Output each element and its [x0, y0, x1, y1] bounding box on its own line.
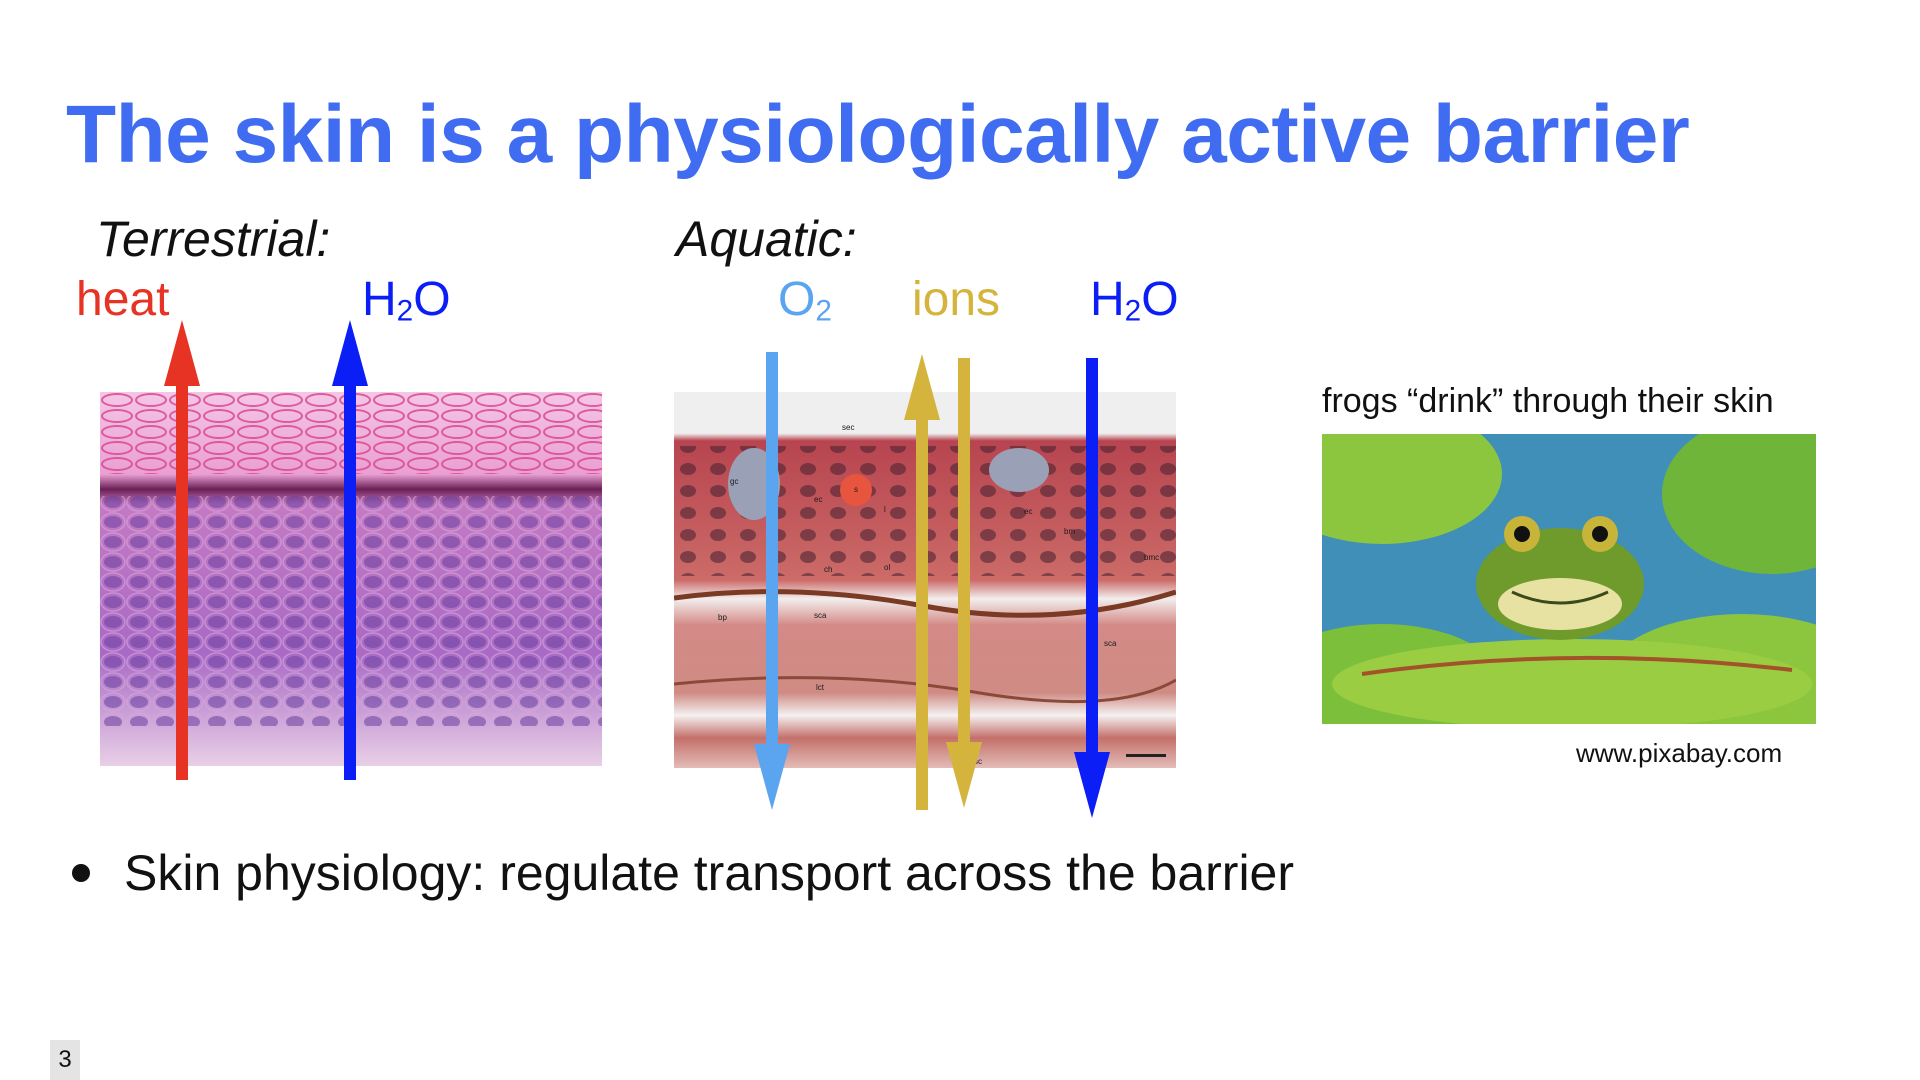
- micrograph-annotation-label: ch: [824, 565, 832, 574]
- micrograph-annotation-label: ec: [814, 495, 822, 504]
- oxygen-label: O2: [778, 273, 832, 328]
- image-credit: www.pixabay.com: [1576, 738, 1783, 768]
- micrograph-annotation-label: bmc: [1144, 553, 1159, 562]
- aquatic-water-label: H2O: [1090, 273, 1179, 328]
- bullet-text: Skin physiology: regulate transport acro…: [124, 845, 1295, 901]
- ions-label: ions: [912, 273, 1001, 326]
- terrestrial-water-arrow-up-icon: [332, 320, 368, 780]
- frog-caption: frogs “drink” through their skin: [1322, 382, 1774, 420]
- terrestrial-water-label: H2O: [362, 273, 451, 328]
- frog-photo: [1322, 434, 1816, 724]
- micrograph-annotation-label: sca: [814, 611, 827, 620]
- micrograph-annotation-label: lct: [816, 683, 825, 692]
- micrograph-annotation-label: s: [854, 485, 858, 494]
- ions-arrow-down-icon: [946, 358, 982, 808]
- aquatic-label: Aquatic:: [676, 211, 857, 267]
- terrestrial-label: Terrestrial:: [96, 211, 331, 267]
- micrograph-annotation-label: sec: [842, 423, 854, 432]
- heat-arrow-up-icon: [164, 320, 200, 780]
- micrograph-annotation-label: bm: [1064, 527, 1075, 536]
- micrograph-annotation-label: ec: [1024, 507, 1032, 516]
- bullet-point-icon: [72, 864, 90, 882]
- heat-label: heat: [76, 273, 170, 326]
- oxygen-arrow-down-icon: [754, 352, 790, 810]
- slide-title: The skin is a physiologically active bar…: [66, 89, 1690, 180]
- micrograph-annotation-label: sca: [1104, 639, 1117, 648]
- micrograph-annotation-label: ol: [884, 563, 890, 572]
- page-number: 3: [50, 1040, 80, 1080]
- bullet-list: Skin physiology: regulate transport acro…: [66, 844, 1294, 902]
- micrograph-annotation-label: bp: [718, 613, 727, 622]
- micrograph-annotation-label: sc: [974, 757, 982, 766]
- micrograph-annotation-label: l: [884, 505, 886, 514]
- aquatic-water-arrow-down-icon: [1074, 358, 1110, 818]
- micrograph-annotation-label: gc: [730, 477, 738, 486]
- ions-arrow-up-icon: [904, 354, 940, 810]
